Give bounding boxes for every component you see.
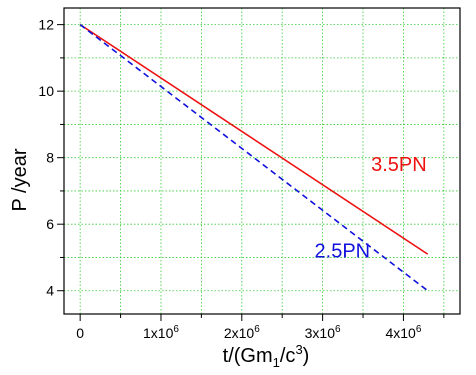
x-axis-title-sub: 1 (273, 355, 280, 370)
plot-frame (63, 7, 461, 315)
series-label: 2.5PN (315, 240, 371, 262)
y-axis-title: P /year (9, 148, 31, 211)
x-axis-title-end: ) (303, 345, 310, 367)
x-axis-title: t/(Gm1/c3) (223, 342, 310, 370)
y-tick-label: 4 (46, 283, 54, 299)
x-tick-label: 3x106 (305, 324, 341, 341)
x-axis-title-sup: 3 (295, 342, 302, 357)
series-line-2-5pn (79, 23, 429, 292)
y-tick-label: 8 (46, 150, 54, 166)
series-lines (79, 23, 429, 292)
y-tick-label: 10 (38, 83, 54, 99)
series-labels: 3.5PN 2.5PN (315, 154, 427, 262)
series-line-3-5pn (79, 23, 429, 255)
x-tick-label: 4x106 (385, 324, 421, 341)
x-tick-label: 0 (76, 325, 84, 341)
x-tick-label: 1x106 (143, 324, 179, 341)
x-axis-title-base: t/(Gm (223, 345, 273, 367)
grid (64, 8, 460, 314)
x-tick-label: 2x106 (224, 324, 260, 341)
y-tick-label: 12 (38, 17, 54, 33)
series-label: 3.5PN (371, 154, 427, 176)
x-axis-title-mid: /c (280, 345, 296, 367)
axis-ticks: 0 1x106 2x106 3x106 4x106 4 6 8 10 12 (38, 17, 445, 341)
y-tick-label: 6 (46, 216, 54, 232)
